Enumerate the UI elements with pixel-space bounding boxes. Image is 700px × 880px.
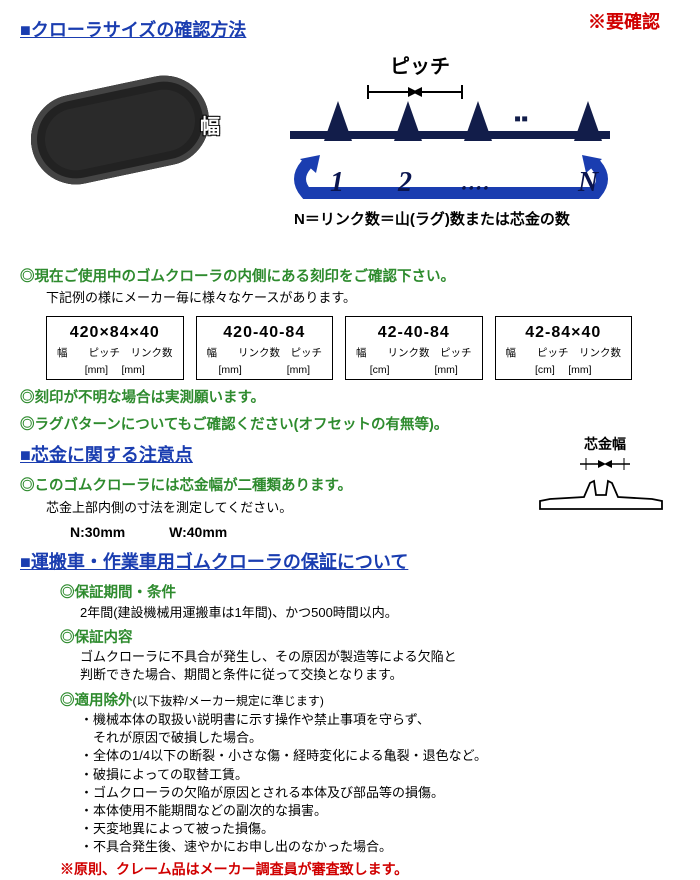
spec-box-unit: [cm] [mm] xyxy=(356,363,472,378)
warning-label: ※要確認 xyxy=(588,10,660,35)
core-width-label: 芯金幅 xyxy=(530,435,680,455)
exclusion-item: ・機械本体の取扱い説明書に示す操作や禁止事項を守らず、 xyxy=(80,711,680,729)
spec-box: 42-84×40 幅 ピッチ リンク数 [cm] [mm] xyxy=(495,316,633,381)
pitch-diagram: ピッチ ▪▪ 1 2 ‥‥ N N＝リンク数＝山(ラグ) xyxy=(270,55,630,255)
section-title-warranty: ■運搬車・作業車用ゴムクローラの保証について xyxy=(20,550,680,575)
exclusion-item: ・破損によっての取替工賃。 xyxy=(80,766,680,784)
warranty-exclusion-note: (以下抜粋/メーカー規定に準じます) xyxy=(133,694,324,708)
warranty-period-body: 2年間(建設機械用運搬車は1年間)、かつ500時間以内。 xyxy=(80,604,680,622)
spec-boxes-row: 420×84×40 幅 ピッチ リンク数 [mm] [mm] 420-40-84 幅 リ… xyxy=(46,316,680,381)
exclusion-item: ・本体使用不能期間などの副次的な損害。 xyxy=(80,802,680,820)
spec-box-sub: 幅 ピッチ リンク数 xyxy=(506,346,622,361)
track-diagram: 幅 xyxy=(20,55,250,195)
core-width-arrow-icon xyxy=(530,455,680,473)
exclusion-item: ・不具合発生後、速やかにお申し出のなかった場合。 xyxy=(80,838,680,856)
lug-number-dots: ‥‥ xyxy=(460,167,489,198)
exclusion-item: ・全体の1/4以下の断裂・小さな傷・経時変化による亀裂・退色など。 xyxy=(80,747,680,765)
core-cross-section-icon xyxy=(536,473,666,513)
exclusion-item: ・天変地異によって被った損傷。 xyxy=(80,820,680,838)
bullet-lug-pattern: ◎ラグパターンについてもご確認ください(オフセットの有無等)。 xyxy=(20,415,680,435)
pitch-label: ピッチ xyxy=(390,53,450,81)
spec-box-main: 42-40-84 xyxy=(356,322,472,344)
warranty-period-heading: ◎保証期間・条件 xyxy=(60,583,680,603)
exclusion-item: それが原因で破損した場合。 xyxy=(80,729,680,747)
exclusion-list: ・機械本体の取扱い説明書に示す操作や禁止事項を守らず、 それが原因で破損した場合… xyxy=(80,711,680,857)
claim-red-note: ※原則、クレーム品はメーカー調査員が審査致します。 xyxy=(60,860,680,880)
bullet-measure: ◎刻印が不明な場合は実測願います。 xyxy=(20,388,680,408)
pitch-arrow-icon xyxy=(360,83,470,101)
core-diagram: 芯金幅 xyxy=(530,435,680,525)
warranty-exclusion-label: ◎適用除外 xyxy=(60,693,133,709)
lug-icon xyxy=(574,101,602,141)
lug-row: ▪▪ xyxy=(290,103,610,163)
sub-core-width: 芯金上部内側の寸法を測定してください。 xyxy=(46,499,530,517)
core-sizes: N:30mm W:40mm xyxy=(70,523,530,543)
section-title-core: ■芯金に関する注意点 xyxy=(20,443,530,468)
lug-icon xyxy=(464,101,492,141)
warranty-content-body1: ゴムクローラに不具合が発生し、その原因が製造等による欠陥と xyxy=(80,648,680,666)
warranty-exclusion-heading: ◎適用除外(以下抜粋/メーカー規定に準じます) xyxy=(60,691,680,711)
spec-box-main: 420-40-84 xyxy=(207,322,323,344)
bullet-confirm-stamp: ◎現在ご使用中のゴムクローラの内側にある刻印をご確認下さい。 xyxy=(20,267,680,287)
bullet-core-width: ◎このゴムクローラには芯金幅が二種類あります。 xyxy=(20,476,530,496)
spec-box-unit: [cm] [mm] xyxy=(506,363,622,378)
spec-box-main: 420×84×40 xyxy=(57,322,173,344)
spec-box: 420×84×40 幅 ピッチ リンク数 [mm] [mm] xyxy=(46,316,184,381)
spec-box-unit: [mm] [mm] xyxy=(57,363,173,378)
core-size-n: N:30mm xyxy=(70,524,125,540)
lug-number-1: 1 xyxy=(330,163,344,202)
spec-box: 42-40-84 幅 リンク数 ピッチ [cm] [mm] xyxy=(345,316,483,381)
diagrams-row: 幅 ピッチ ▪▪ 1 2 ‥‥ N xyxy=(20,55,680,255)
spec-box-main: 42-84×40 xyxy=(506,322,622,344)
warranty-content-heading: ◎保証内容 xyxy=(60,628,680,648)
spec-box-sub: 幅 リンク数 ピッチ xyxy=(207,346,323,361)
n-caption: N＝リンク数＝山(ラグ)数または芯金の数 xyxy=(294,209,570,230)
section-title-crawler-size: ■クローラサイズの確認方法 xyxy=(20,18,246,43)
spec-box-sub: 幅 ピッチ リンク数 xyxy=(57,346,173,361)
lug-number-n: N xyxy=(578,163,598,202)
width-label: 幅 xyxy=(200,113,220,141)
lug-icon xyxy=(394,101,422,141)
spec-box: 420-40-84 幅 リンク数 ピッチ [mm] [mm] xyxy=(196,316,334,381)
exclusion-item: ・ゴムクローラの欠陥が原因とされる本体及び部品等の損傷。 xyxy=(80,784,680,802)
spec-box-sub: 幅 リンク数 ピッチ xyxy=(356,346,472,361)
warranty-content-body2: 判断できた場合、期間と条件に従って交換となります。 xyxy=(80,666,680,684)
lug-number-2: 2 xyxy=(398,163,412,202)
dots-separator: ▪▪ xyxy=(514,105,528,133)
lug-icon xyxy=(324,101,352,141)
sub-confirm-stamp: 下記例の様にメーカー毎に様々なケースがあります。 xyxy=(46,289,680,307)
track-shape xyxy=(23,67,218,192)
spec-box-unit: [mm] [mm] xyxy=(207,363,323,378)
core-size-w: W:40mm xyxy=(169,524,227,540)
